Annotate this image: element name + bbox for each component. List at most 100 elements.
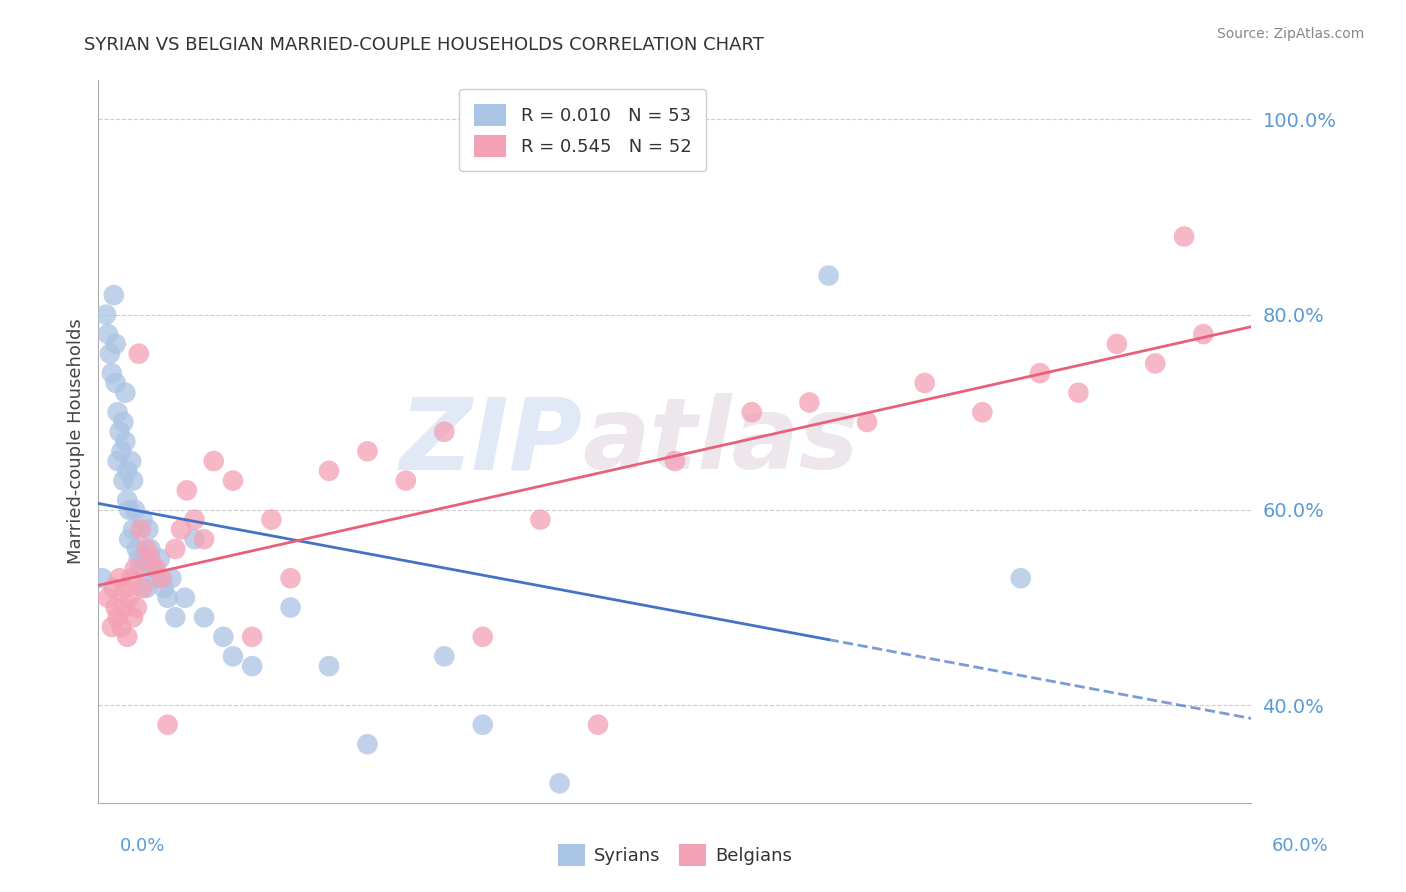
- Point: [529, 513, 551, 527]
- Point: [139, 551, 162, 566]
- Point: [145, 561, 167, 575]
- Point: [202, 454, 225, 468]
- Point: [122, 523, 145, 537]
- Point: [1010, 571, 1032, 585]
- Point: [1067, 385, 1090, 400]
- Point: [118, 591, 141, 605]
- Point: [318, 464, 340, 478]
- Point: [170, 523, 193, 537]
- Point: [318, 659, 340, 673]
- Point: [112, 600, 135, 615]
- Point: [150, 571, 173, 585]
- Point: [124, 503, 146, 517]
- Point: [108, 571, 131, 585]
- Point: [129, 523, 152, 537]
- Point: [125, 541, 148, 556]
- Point: [212, 630, 235, 644]
- Point: [124, 561, 146, 575]
- Point: [433, 425, 456, 439]
- Point: [117, 630, 139, 644]
- Point: [104, 376, 127, 390]
- Point: [145, 571, 167, 585]
- Point: [118, 532, 141, 546]
- Point: [152, 581, 174, 595]
- Text: ZIP: ZIP: [399, 393, 582, 490]
- Point: [104, 600, 127, 615]
- Point: [122, 610, 145, 624]
- Point: [193, 610, 215, 624]
- Point: [107, 610, 129, 624]
- Point: [104, 337, 127, 351]
- Point: [160, 571, 183, 585]
- Point: [131, 581, 153, 595]
- Text: 0.0%: 0.0%: [120, 837, 165, 855]
- Point: [149, 551, 172, 566]
- Legend: R = 0.010   N = 53, R = 0.545   N = 52: R = 0.010 N = 53, R = 0.545 N = 52: [460, 89, 706, 171]
- Point: [131, 513, 153, 527]
- Point: [1029, 366, 1052, 380]
- Point: [433, 649, 456, 664]
- Point: [183, 532, 205, 546]
- Point: [222, 474, 245, 488]
- Point: [1192, 327, 1215, 342]
- Point: [156, 591, 179, 605]
- Point: [356, 737, 378, 751]
- Point: [222, 649, 245, 664]
- Point: [176, 483, 198, 498]
- Point: [280, 600, 302, 615]
- Y-axis label: Married-couple Households: Married-couple Households: [66, 318, 84, 565]
- Point: [117, 464, 139, 478]
- Point: [128, 551, 150, 566]
- Point: [110, 620, 132, 634]
- Text: 60.0%: 60.0%: [1272, 837, 1329, 855]
- Text: SYRIAN VS BELGIAN MARRIED-COUPLE HOUSEHOLDS CORRELATION CHART: SYRIAN VS BELGIAN MARRIED-COUPLE HOUSEHO…: [84, 36, 765, 54]
- Point: [112, 415, 135, 429]
- Point: [174, 591, 197, 605]
- Point: [260, 513, 283, 527]
- Point: [118, 503, 141, 517]
- Point: [122, 474, 145, 488]
- Point: [91, 571, 114, 585]
- Point: [141, 561, 163, 575]
- Point: [103, 288, 125, 302]
- Point: [107, 454, 129, 468]
- Point: [193, 532, 215, 546]
- Point: [240, 630, 263, 644]
- Point: [97, 327, 120, 342]
- Point: [856, 415, 879, 429]
- Point: [128, 346, 150, 360]
- Point: [395, 474, 418, 488]
- Point: [1173, 229, 1195, 244]
- Point: [114, 434, 136, 449]
- Point: [914, 376, 936, 390]
- Point: [101, 366, 124, 380]
- Point: [165, 541, 187, 556]
- Point: [1105, 337, 1128, 351]
- Point: [165, 610, 187, 624]
- Point: [107, 405, 129, 419]
- Point: [117, 493, 139, 508]
- Point: [139, 541, 162, 556]
- Point: [120, 571, 142, 585]
- Point: [817, 268, 839, 283]
- Point: [103, 581, 125, 595]
- Point: [280, 571, 302, 585]
- Point: [97, 591, 120, 605]
- Point: [114, 581, 136, 595]
- Point: [135, 581, 157, 595]
- Point: [799, 395, 821, 409]
- Point: [664, 454, 686, 468]
- Text: Source: ZipAtlas.com: Source: ZipAtlas.com: [1216, 27, 1364, 41]
- Point: [125, 600, 148, 615]
- Text: atlas: atlas: [582, 393, 859, 490]
- Point: [741, 405, 763, 419]
- Point: [156, 717, 179, 731]
- Point: [138, 523, 160, 537]
- Point: [112, 474, 135, 488]
- Point: [114, 385, 136, 400]
- Point: [471, 630, 494, 644]
- Point: [101, 620, 124, 634]
- Point: [98, 346, 121, 360]
- Point: [548, 776, 571, 790]
- Point: [183, 513, 205, 527]
